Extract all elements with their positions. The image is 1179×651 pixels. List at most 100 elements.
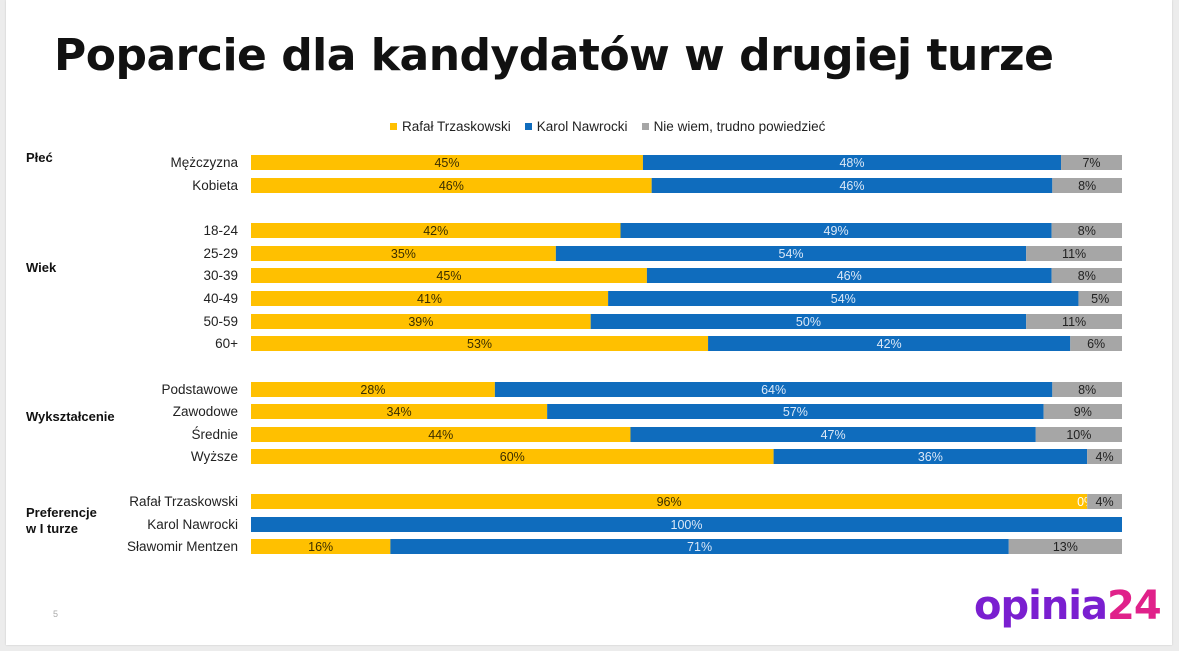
bar-segment-trzaskowski	[251, 539, 391, 554]
bar-segment-unknown	[1078, 291, 1122, 306]
data-label-trzaskowski: 28%	[360, 383, 385, 397]
legend-swatch-unknown	[641, 123, 649, 130]
category-label: Rafał Trzaskowski	[129, 494, 238, 509]
data-label-nawrocki: 54%	[779, 247, 804, 261]
data-label-unknown: 8%	[1078, 383, 1096, 397]
legend-entry-nawrocki: Karol Nawrocki	[524, 119, 628, 134]
bar-segment-nawrocki	[651, 178, 1053, 193]
category-label: Kobieta	[192, 178, 238, 193]
bar-segment-trzaskowski	[251, 449, 774, 464]
bar-segment-nawrocki	[608, 291, 1079, 306]
data-label-unknown: 13%	[1053, 540, 1078, 554]
data-label-unknown: 11%	[1062, 247, 1086, 261]
bar-segment-trzaskowski	[251, 336, 709, 351]
data-label-trzaskowski: 53%	[467, 337, 492, 351]
category-label: 50-59	[203, 314, 238, 329]
data-label-nawrocki: 48%	[839, 156, 864, 170]
bar-segment-unknown	[1008, 539, 1122, 554]
category-label: 40-49	[203, 291, 238, 306]
data-label-nawrocki: 71%	[687, 540, 712, 554]
category-label: Sławomir Mentzen	[127, 539, 238, 554]
data-label-nawrocki: 64%	[761, 383, 786, 397]
data-label-unknown: 5%	[1091, 292, 1109, 306]
data-label-trzaskowski: 41%	[417, 292, 442, 306]
bar-segment-unknown	[1052, 382, 1122, 397]
page-number: 5	[53, 609, 59, 619]
bar-segment-unknown	[1035, 427, 1122, 442]
bar-segment-nawrocki	[555, 246, 1027, 261]
data-label-unknown: 7%	[1082, 156, 1100, 170]
bar-segment-unknown	[1052, 178, 1122, 193]
legend-label-nawrocki: Karol Nawrocki	[536, 119, 628, 134]
data-label-trzaskowski: 34%	[387, 405, 412, 419]
data-label-unknown: 10%	[1066, 428, 1091, 442]
data-label-nawrocki: 57%	[783, 405, 808, 419]
legend-entry-trzaskowski: Rafał Trzaskowski	[390, 119, 511, 134]
bar-segment-nawrocki	[642, 155, 1062, 170]
legend-swatch-trzaskowski	[390, 123, 397, 130]
data-label-trzaskowski: 46%	[439, 179, 464, 193]
category-label: Mężczyzna	[170, 155, 238, 170]
group-label: Płeć	[26, 150, 53, 165]
data-label-nawrocki: 100%	[671, 518, 703, 532]
group-label: Wykształcenie	[26, 409, 115, 424]
bar-segment-unknown	[1026, 246, 1122, 261]
category-label: Średnie	[191, 427, 238, 442]
bar-segment-trzaskowski	[251, 314, 591, 329]
data-label-unknown: 4%	[1096, 495, 1114, 509]
category-label: Podstawowe	[161, 382, 238, 397]
data-label-nawrocki: 54%	[831, 292, 856, 306]
bar-segment-unknown	[1087, 449, 1122, 464]
data-label-unknown: 8%	[1078, 269, 1096, 283]
legend-label-unknown: Nie wiem, trudno powiedzieć	[653, 119, 826, 134]
group-label: Wiek	[26, 260, 57, 275]
bar-segment-nawrocki	[630, 427, 1036, 442]
bar-segment-trzaskowski	[251, 178, 652, 193]
bar-segment-unknown	[1087, 494, 1122, 509]
bar-segment-nawrocki	[251, 517, 1122, 532]
bar-segment-nawrocki	[390, 539, 1009, 554]
bar-segment-trzaskowski	[251, 427, 631, 442]
bar-segment-nawrocki	[590, 314, 1027, 329]
category-label: 18-24	[203, 223, 238, 238]
bar-segment-unknown	[1026, 314, 1122, 329]
bar-segment-trzaskowski	[251, 404, 548, 419]
data-label-unknown: 11%	[1062, 315, 1086, 329]
category-label: 60+	[215, 336, 238, 351]
data-label-nawrocki: 50%	[796, 315, 821, 329]
data-label-nawrocki: 46%	[839, 179, 864, 193]
bar-segment-trzaskowski	[251, 155, 643, 170]
data-label-nawrocki: 42%	[877, 337, 902, 351]
data-label-unknown: 8%	[1078, 224, 1096, 238]
data-label-trzaskowski: 39%	[408, 315, 433, 329]
chart-title: Poparcie dla kandydatów w drugiej turze	[54, 30, 1054, 81]
legend-label-trzaskowski: Rafał Trzaskowski	[402, 119, 511, 134]
data-label-unknown: 9%	[1074, 405, 1092, 419]
bar-segment-nawrocki	[547, 404, 1044, 419]
data-label-nawrocki: 49%	[824, 224, 849, 238]
data-label-trzaskowski: 35%	[391, 247, 416, 261]
logo-main: opinia	[974, 583, 1108, 629]
data-label-unknown: 4%	[1096, 450, 1114, 464]
category-label: Wyższe	[191, 449, 238, 464]
category-label: Zawodowe	[173, 404, 238, 419]
bar-segment-unknown	[1070, 336, 1122, 351]
data-label-trzaskowski: 42%	[423, 224, 448, 238]
bar-segment-unknown	[1061, 155, 1122, 170]
group-label: w I turze	[25, 521, 78, 536]
bar-segment-trzaskowski	[251, 268, 647, 283]
category-label: 30-39	[203, 268, 238, 283]
data-label-trzaskowski: 16%	[308, 540, 333, 554]
logo-accent: 24	[1107, 583, 1162, 629]
data-label-trzaskowski: 44%	[428, 428, 453, 442]
legend-swatch-nawrocki	[524, 123, 532, 130]
bar-segment-trzaskowski	[251, 223, 621, 238]
bar-segment-unknown	[1051, 223, 1122, 238]
category-label: Karol Nawrocki	[147, 517, 238, 532]
data-label-trzaskowski: 96%	[657, 495, 682, 509]
data-label-trzaskowski: 45%	[434, 156, 459, 170]
bar-segment-trzaskowski	[251, 382, 495, 397]
bar-segment-nawrocki	[646, 268, 1052, 283]
bar-segment-trzaskowski	[251, 246, 556, 261]
